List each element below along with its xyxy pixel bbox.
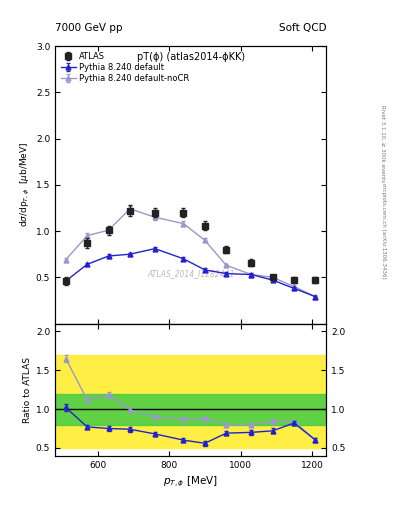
Y-axis label: d$\sigma$/dp$_{T,\phi}$  [$\mu$b/MeV]: d$\sigma$/dp$_{T,\phi}$ [$\mu$b/MeV] <box>18 142 31 227</box>
Text: Rivet 3.1.10, ≥ 300k events: Rivet 3.1.10, ≥ 300k events <box>381 105 386 182</box>
Text: Soft QCD: Soft QCD <box>279 23 326 33</box>
Legend: ATLAS, Pythia 8.240 default, Pythia 8.240 default-noCR: ATLAS, Pythia 8.240 default, Pythia 8.24… <box>59 50 191 85</box>
Bar <box>55 355 326 448</box>
Text: 7000 GeV pp: 7000 GeV pp <box>55 23 123 33</box>
Bar <box>55 394 326 424</box>
Y-axis label: Ratio to ATLAS: Ratio to ATLAS <box>23 357 31 422</box>
X-axis label: $p_{T,\phi}$ [MeV]: $p_{T,\phi}$ [MeV] <box>163 475 218 489</box>
Text: ATLAS_2014_I1282441: ATLAS_2014_I1282441 <box>147 269 234 278</box>
Text: mcplots.cern.ch [arXiv:1306.3436]: mcplots.cern.ch [arXiv:1306.3436] <box>381 183 386 278</box>
Text: pT(ϕ) (atlas2014-ϕKK): pT(ϕ) (atlas2014-ϕKK) <box>136 52 245 61</box>
